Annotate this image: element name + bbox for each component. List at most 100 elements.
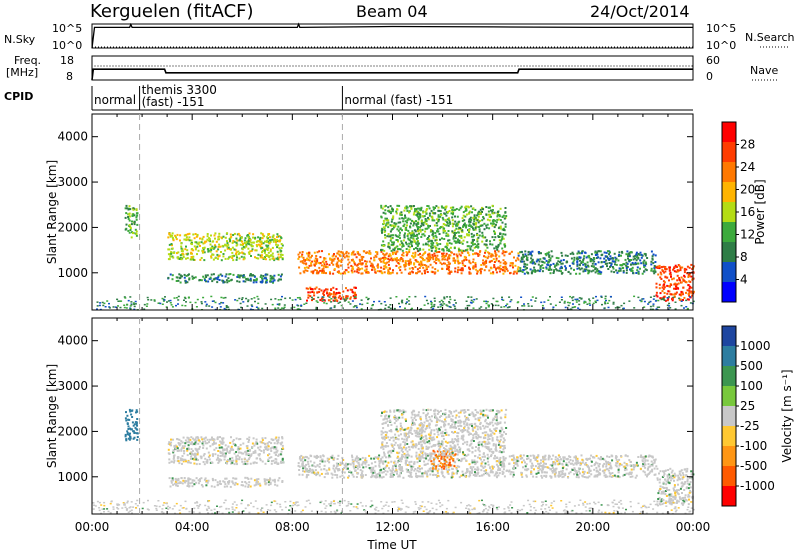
data-cell xyxy=(559,261,561,263)
data-cell xyxy=(503,229,505,231)
data-cell xyxy=(468,224,470,227)
data-cell xyxy=(400,271,403,274)
data-cell xyxy=(171,306,174,308)
data-cell xyxy=(498,255,501,258)
data-cell xyxy=(462,259,465,262)
data-cell xyxy=(266,245,269,248)
data-cell xyxy=(653,265,656,267)
data-cell xyxy=(410,455,413,458)
data-cell xyxy=(496,460,499,463)
data-cell xyxy=(456,256,459,259)
data-cell xyxy=(413,263,416,266)
data-cell xyxy=(460,459,463,462)
data-cell xyxy=(249,277,252,280)
data-cell xyxy=(147,299,150,301)
data-cell xyxy=(103,302,106,305)
data-cell xyxy=(248,232,251,235)
data-cell xyxy=(373,469,376,472)
data-cell xyxy=(576,256,579,259)
data-cell xyxy=(255,441,258,444)
data-cell xyxy=(578,252,581,255)
data-cell xyxy=(450,242,453,245)
data-cell xyxy=(481,455,484,458)
data-cell xyxy=(268,479,271,482)
data-cell xyxy=(490,255,493,258)
data-cell xyxy=(216,281,219,284)
data-cell xyxy=(281,307,283,309)
data-cell xyxy=(516,463,519,466)
data-cell xyxy=(622,263,625,265)
data-cell xyxy=(416,234,419,237)
data-cell xyxy=(345,252,348,255)
data-cell xyxy=(297,257,300,260)
data-cell xyxy=(282,307,285,310)
data-cell xyxy=(594,254,597,256)
data-cell xyxy=(442,248,445,251)
data-cell xyxy=(298,473,301,476)
data-cell xyxy=(467,206,470,209)
data-cell xyxy=(313,263,316,266)
data-cell xyxy=(396,470,399,473)
data-cell xyxy=(269,248,272,251)
data-cell xyxy=(590,259,593,262)
data-cell xyxy=(203,259,206,262)
data-cell xyxy=(447,454,450,457)
data-cell xyxy=(448,242,451,245)
data-cell xyxy=(308,259,311,262)
data-cell xyxy=(430,249,433,252)
data-cell xyxy=(205,303,208,306)
data-cell xyxy=(183,299,185,301)
data-cell xyxy=(272,281,274,284)
data-cell xyxy=(365,465,368,468)
data-cell xyxy=(498,226,501,229)
data-cell xyxy=(229,457,232,460)
data-cell xyxy=(435,205,438,208)
data-cell xyxy=(420,236,423,238)
data-cell xyxy=(367,297,370,300)
data-cell xyxy=(499,232,502,235)
data-cell xyxy=(420,206,423,209)
data-cell xyxy=(226,448,229,451)
data-cell xyxy=(439,215,442,218)
data-cell xyxy=(380,468,383,471)
data-cell xyxy=(474,463,477,466)
data-cell xyxy=(447,261,450,264)
data-cell xyxy=(578,297,581,299)
data-cell xyxy=(335,255,337,258)
data-cell xyxy=(404,206,407,209)
data-cell xyxy=(579,256,582,259)
data-cell xyxy=(599,250,602,253)
data-cell xyxy=(235,477,238,480)
data-cell xyxy=(510,455,513,457)
data-cell xyxy=(484,256,487,259)
data-cell xyxy=(621,251,624,254)
data-cell xyxy=(450,464,453,467)
data-cell xyxy=(314,469,317,472)
data-cell xyxy=(539,265,542,268)
data-cell xyxy=(357,266,360,269)
data-cell xyxy=(198,439,200,442)
data-cell xyxy=(652,253,655,256)
data-cell xyxy=(485,224,488,227)
data-cell xyxy=(465,475,467,478)
data-cell xyxy=(489,467,492,470)
data-cell xyxy=(455,468,458,471)
data-cell xyxy=(176,457,179,460)
data-cell xyxy=(386,464,389,467)
data-cell xyxy=(409,473,412,476)
data-cell xyxy=(429,469,432,472)
data-cell xyxy=(219,454,222,457)
data-cell xyxy=(187,477,190,480)
data-cell xyxy=(271,446,274,449)
data-cell xyxy=(409,272,412,275)
data-cell xyxy=(172,239,175,242)
data-cell xyxy=(523,272,526,275)
data-cell xyxy=(313,294,316,297)
data-cell xyxy=(456,241,459,244)
data-cell xyxy=(444,464,447,467)
data-cell xyxy=(388,209,391,212)
data-cell xyxy=(305,470,308,473)
data-cell xyxy=(210,295,213,298)
data-cell xyxy=(512,454,515,457)
data-cell xyxy=(662,296,665,299)
